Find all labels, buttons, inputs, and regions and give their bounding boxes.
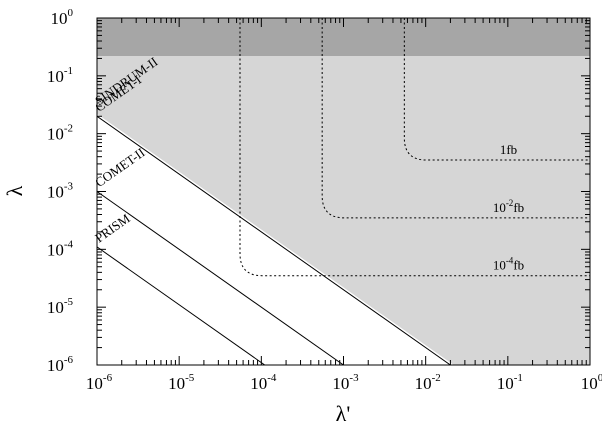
contour-label-0: 1fb [500, 142, 517, 157]
contour-label-2: 10-4fb [493, 256, 524, 273]
y-tick-label: 10-4 [47, 238, 74, 259]
axes-frame [96, 17, 591, 366]
contour-label-1: 10-2fb [493, 198, 524, 215]
x-tick-label: 10-1 [497, 372, 523, 393]
limit-line-comet-ii [97, 191, 344, 365]
y-tick-label: 10-2 [47, 123, 73, 144]
y-tick-label: 10-6 [47, 354, 74, 375]
tick-labels: 10-6 10-5 10-4 10-3 10-2 10-1 100 10-6 10-5 10-4 1… [47, 7, 602, 393]
limit-label-prism: PRISM [92, 210, 133, 245]
region-sindrum-excluded [97, 56, 590, 365]
contour-1 [321, 18, 590, 219]
x-tick-label: 10-3 [332, 372, 359, 393]
x-tick-label: 10-2 [415, 372, 441, 393]
y-tick-label: 10-3 [47, 181, 74, 202]
y-tick-label: 10-5 [47, 296, 74, 317]
y-tick-label: 10-1 [47, 65, 73, 86]
x-tick-label: 10-6 [86, 372, 113, 393]
x-axis-title: λ' [336, 401, 351, 426]
limit-line-prism [97, 246, 266, 365]
y-axis-title: λ [2, 185, 27, 196]
y-tick-label: 100 [51, 7, 74, 28]
x-tick-label: 100 [581, 372, 602, 393]
x-tick-label: 10-4 [250, 372, 277, 393]
limit-line-comet-i [97, 115, 451, 365]
contour-2 [239, 18, 590, 277]
x-tick-label: 10-5 [168, 372, 195, 393]
